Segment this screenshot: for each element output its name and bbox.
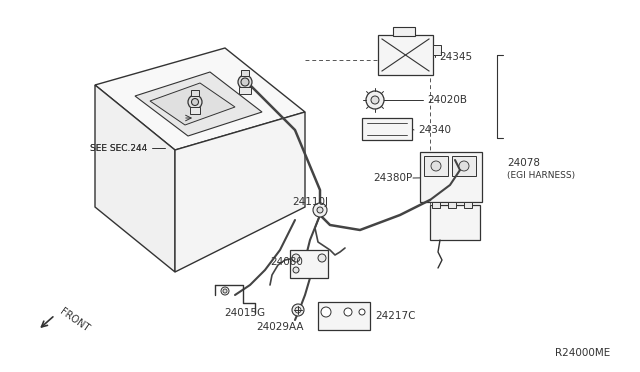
Text: 24340: 24340 [418, 125, 451, 135]
Bar [420, 152, 482, 202]
Circle shape [366, 91, 384, 109]
Bar [241, 70, 249, 76]
Text: 24029AA: 24029AA [256, 322, 304, 332]
Bar [362, 118, 412, 140]
Bar [318, 302, 370, 330]
Circle shape [188, 95, 202, 109]
Bar [432, 202, 440, 208]
Circle shape [292, 254, 300, 262]
Circle shape [293, 267, 299, 273]
Circle shape [318, 254, 326, 262]
Circle shape [431, 161, 441, 171]
Circle shape [295, 307, 301, 313]
Circle shape [371, 96, 379, 104]
Circle shape [191, 99, 198, 106]
Bar [393, 27, 415, 36]
Polygon shape [135, 72, 262, 136]
Bar [433, 45, 441, 55]
Polygon shape [150, 83, 235, 125]
Circle shape [317, 207, 323, 213]
Polygon shape [95, 85, 175, 272]
Bar [191, 90, 199, 96]
Bar [448, 202, 456, 208]
Text: R24000ME: R24000ME [555, 348, 610, 358]
Text: 24380P: 24380P [374, 173, 413, 183]
Text: 24020B: 24020B [427, 95, 467, 105]
Bar [464, 202, 472, 208]
Text: 24078: 24078 [507, 158, 540, 168]
Text: 24080: 24080 [270, 257, 303, 267]
Polygon shape [175, 112, 305, 272]
Circle shape [241, 78, 249, 86]
Text: 24110J: 24110J [292, 197, 328, 207]
Circle shape [359, 309, 365, 315]
Text: 24015G: 24015G [225, 308, 266, 318]
Circle shape [292, 304, 304, 316]
Bar [239, 87, 251, 94]
Bar [452, 156, 476, 176]
Text: SEE SEC.244: SEE SEC.244 [90, 144, 147, 153]
Circle shape [321, 307, 331, 317]
Circle shape [313, 203, 327, 217]
Bar [378, 35, 433, 75]
Bar [290, 250, 328, 278]
Text: 24217C: 24217C [375, 311, 415, 321]
Text: SEE SEC.244: SEE SEC.244 [90, 144, 147, 153]
Text: (EGI HARNESS): (EGI HARNESS) [507, 170, 575, 180]
Circle shape [238, 75, 252, 89]
Circle shape [223, 289, 227, 293]
Bar [190, 107, 200, 114]
Text: FRONT: FRONT [58, 306, 91, 334]
Circle shape [221, 287, 229, 295]
Bar [424, 156, 448, 176]
Circle shape [459, 161, 469, 171]
Circle shape [344, 308, 352, 316]
Text: 24345: 24345 [439, 52, 472, 62]
Bar [430, 205, 480, 240]
Polygon shape [95, 48, 305, 150]
